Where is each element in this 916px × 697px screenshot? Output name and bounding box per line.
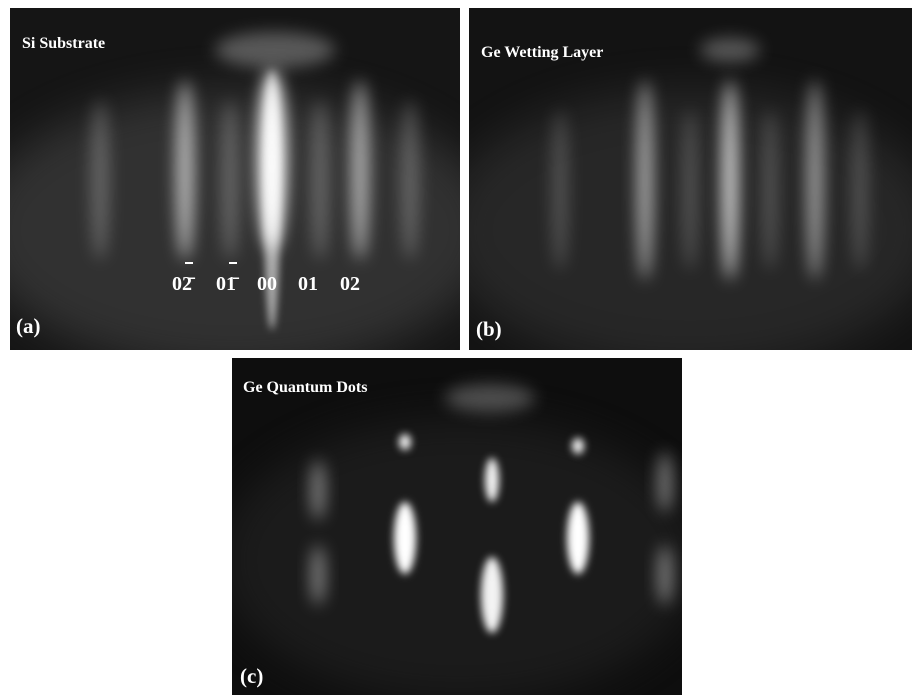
diffraction-streak <box>552 110 568 270</box>
index-label: 02 <box>340 273 360 295</box>
diffraction-streak <box>264 70 280 330</box>
panel-title: Si Substrate <box>22 35 105 52</box>
index-label: 01̄ <box>216 273 240 295</box>
diffraction-streak <box>311 545 325 605</box>
panel-c <box>232 358 682 695</box>
diffraction-streak <box>221 100 239 260</box>
index-label: 01 <box>298 273 318 295</box>
diffraction-streak <box>658 452 672 512</box>
diffraction-streak <box>232 420 682 695</box>
diffraction-streak <box>91 100 109 260</box>
diffraction-streak <box>637 80 653 280</box>
diffraction-streak <box>481 557 503 633</box>
panel-title: Ge Quantum Dots <box>243 379 367 396</box>
panel-label: (a) <box>16 314 41 338</box>
diffraction-streak <box>572 438 584 454</box>
diffraction-streak <box>215 32 335 68</box>
diffraction-streak <box>399 434 411 450</box>
diffraction-streak <box>567 502 589 574</box>
diffraction-streak <box>311 460 325 520</box>
panel-b <box>469 8 912 350</box>
diffraction-streak <box>394 502 416 574</box>
diffraction-streak <box>700 38 760 62</box>
diffraction-streak <box>658 545 672 605</box>
diffraction-streak <box>311 100 329 260</box>
diffraction-streak <box>351 80 369 260</box>
diffraction-streak <box>682 110 698 270</box>
diffraction-streak <box>722 80 738 280</box>
panel-a <box>10 8 460 350</box>
diffraction-streak <box>762 110 778 270</box>
panel-label: (b) <box>476 317 502 341</box>
diffraction-streak <box>176 80 194 260</box>
diffraction-streak <box>485 458 499 502</box>
diffraction-streak <box>852 110 868 270</box>
diffraction-streak <box>401 100 419 260</box>
panel-title: Ge Wetting Layer <box>481 44 603 61</box>
index-label: 00 <box>257 273 277 295</box>
panel-label: (c) <box>240 664 263 688</box>
diffraction-streak <box>807 80 823 280</box>
index-label: 02̄ <box>172 273 196 295</box>
labels: Si Substrate (a) 02̄ 01̄ 00 01 02 Ge Wet… <box>16 35 603 688</box>
diffraction-streak <box>445 384 535 412</box>
